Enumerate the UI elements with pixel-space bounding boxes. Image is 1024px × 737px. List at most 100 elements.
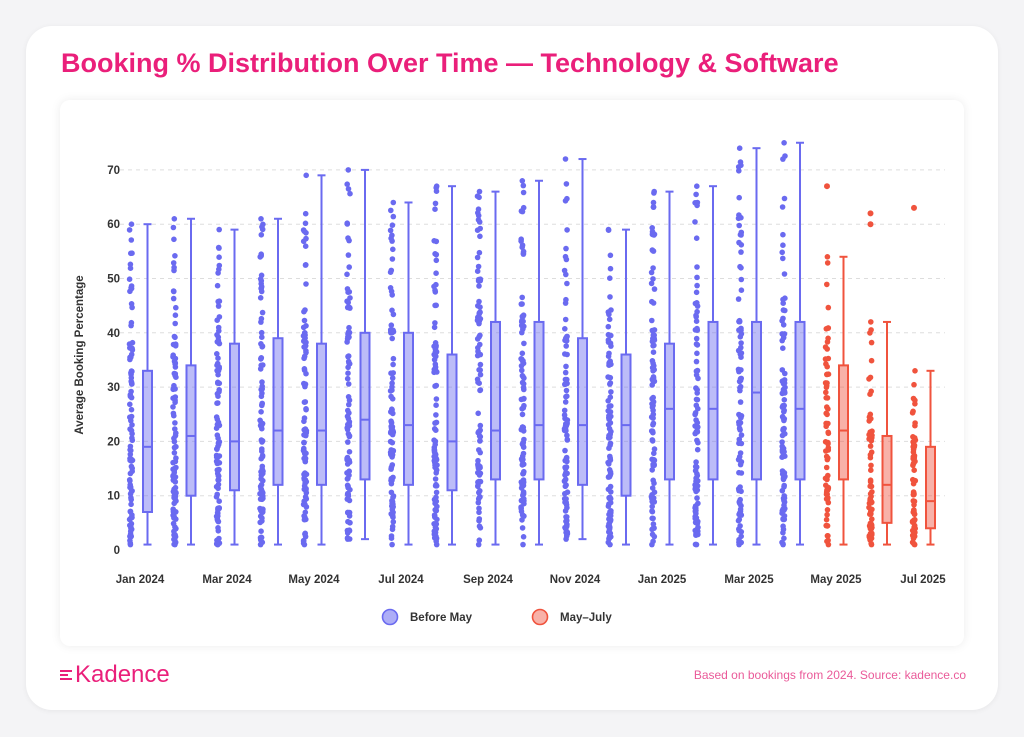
data-point (258, 232, 265, 238)
data-point (738, 512, 745, 518)
data-point (171, 412, 177, 419)
data-point (389, 307, 395, 314)
data-point (781, 474, 788, 480)
box (316, 342, 327, 486)
data-point (564, 280, 570, 287)
data-point (651, 366, 657, 373)
data-point (607, 275, 613, 282)
data-point (389, 232, 395, 239)
data-point (692, 467, 699, 474)
data-point (606, 501, 612, 507)
plot-panel (60, 100, 964, 646)
data-point (607, 483, 614, 490)
x-tick-label: Mar 2024 (202, 574, 252, 586)
data-point (824, 507, 831, 513)
data-point (867, 496, 873, 502)
data-point (867, 491, 874, 497)
data-point (650, 199, 657, 206)
data-point (214, 516, 221, 523)
data-point (433, 402, 439, 409)
data-point (520, 326, 526, 332)
data-point (388, 449, 394, 456)
data-point (215, 270, 221, 276)
data-point (128, 237, 135, 243)
box (794, 320, 806, 481)
data-point (868, 540, 874, 547)
data-point (171, 216, 178, 222)
data-point (389, 406, 395, 413)
data-point (301, 228, 308, 235)
data-point (738, 340, 744, 346)
data-point (433, 412, 439, 418)
data-point (433, 489, 440, 496)
data-point (346, 419, 353, 425)
data-point (564, 351, 570, 358)
data-point (519, 178, 526, 184)
data-point (344, 375, 351, 382)
data-point (825, 533, 831, 539)
data-point (257, 519, 264, 526)
data-point (259, 309, 266, 316)
data-point (301, 418, 307, 425)
data-point (563, 523, 570, 530)
data-point (694, 308, 700, 315)
data-point (213, 494, 220, 500)
box (664, 342, 675, 481)
data-point (909, 410, 916, 416)
data-point (779, 439, 785, 445)
data-point (824, 511, 830, 518)
data-point (822, 475, 829, 482)
data-point (477, 351, 484, 358)
data-point (477, 371, 484, 378)
data-point (432, 206, 438, 212)
data-point (519, 525, 526, 531)
data-point (476, 472, 483, 478)
data-point (737, 506, 744, 513)
data-point (519, 411, 526, 418)
data-point (216, 498, 222, 505)
data-point (650, 360, 656, 367)
data-point (608, 403, 614, 409)
data-point (389, 462, 396, 468)
data-point (564, 432, 570, 439)
data-point (825, 537, 831, 544)
box (446, 353, 458, 492)
data-point (780, 402, 786, 409)
data-point (389, 335, 396, 342)
data-point (475, 499, 482, 506)
data-point (213, 414, 220, 420)
data-point (433, 498, 440, 505)
data-point (215, 443, 221, 450)
data-point (736, 453, 743, 460)
data-point (562, 472, 568, 478)
data-point (474, 268, 481, 275)
x-tick-label: Sep 2024 (463, 574, 513, 586)
data-point (259, 379, 265, 385)
data-point (475, 465, 482, 472)
data-point (824, 253, 831, 260)
data-point (433, 270, 439, 277)
data-point (563, 343, 569, 349)
data-point (388, 418, 394, 425)
data-point (518, 236, 524, 242)
data-point (562, 369, 569, 376)
data-point (477, 304, 483, 310)
boxes (142, 141, 936, 546)
data-point (608, 389, 614, 395)
data-point (519, 313, 526, 320)
data-point (606, 461, 612, 467)
data-point (300, 540, 307, 546)
data-point (564, 489, 571, 496)
data-point (737, 399, 744, 405)
data-point (564, 195, 570, 202)
data-point (302, 399, 309, 405)
grid-lines (120, 169, 945, 497)
data-point (736, 425, 743, 432)
data-point (608, 307, 614, 313)
data-point (129, 347, 136, 353)
data-point (648, 280, 655, 287)
data-point (258, 285, 264, 292)
data-point (780, 345, 786, 352)
data-point (823, 453, 830, 460)
x-tick-label: Jul 2025 (900, 574, 946, 586)
